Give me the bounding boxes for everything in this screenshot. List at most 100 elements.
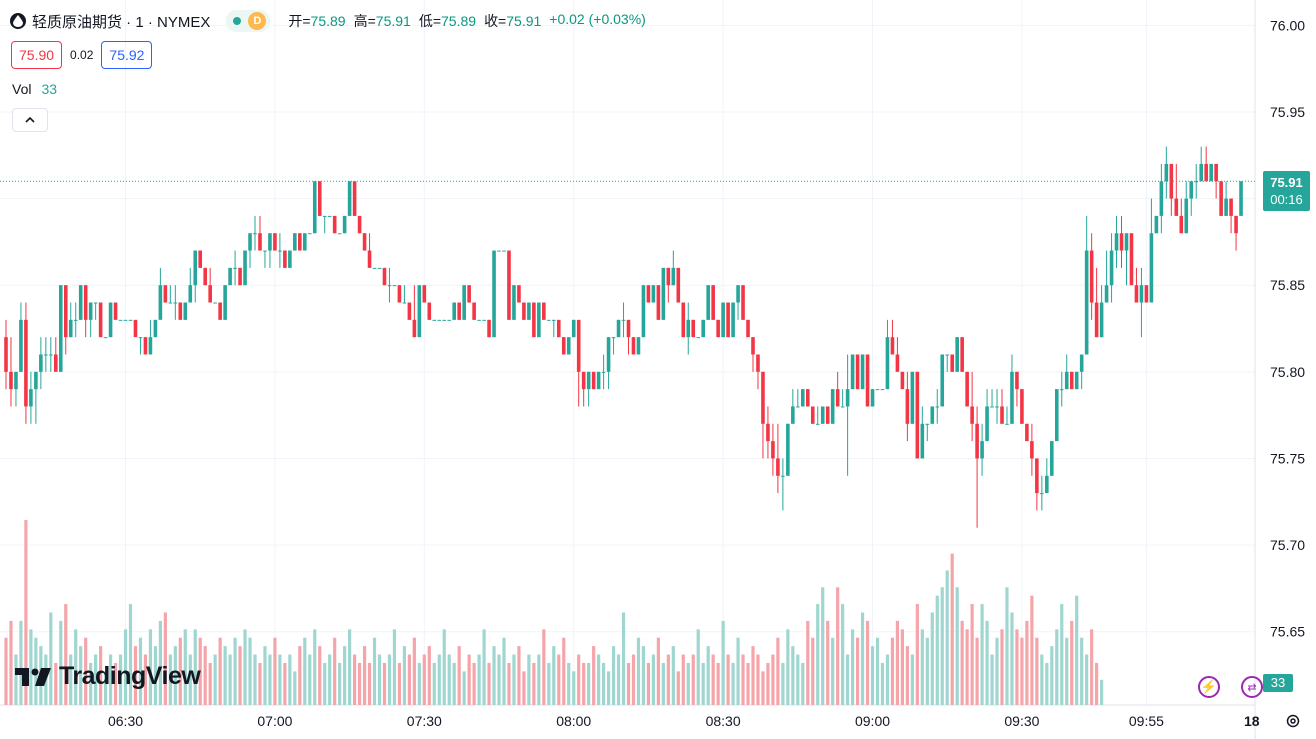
candle-body [870,389,875,407]
candle-body [671,267,676,286]
candle-body [467,285,471,303]
gear-icon[interactable] [1285,713,1301,729]
status-badges[interactable]: D [226,10,271,32]
tradingview-logo[interactable]: TradingView [15,662,201,691]
candle-body [611,337,616,339]
candle-body [113,302,118,320]
volume-bar [865,620,870,705]
volume-bar [731,662,735,705]
candle-body [616,319,621,338]
candle-body [1154,215,1159,234]
candle-body [382,267,387,286]
candle-body [213,302,217,304]
volume-bar [537,654,541,705]
candle-body [880,389,885,391]
candle-body [925,423,930,425]
candle-body [945,354,950,356]
candle-body [1069,371,1074,390]
candle-body [596,371,601,390]
candle-body [771,441,775,459]
delayed-badge[interactable]: D [248,12,267,30]
volume-bar [1075,595,1079,705]
volume-bar [1045,662,1049,705]
buy-button[interactable]: 75.92 [101,41,153,69]
ohlc-close: 收=75.91 [484,13,542,29]
candle-body [258,233,262,251]
volume-bar [661,662,665,705]
candle-body [1139,285,1144,303]
volume-legend[interactable]: Vol 33 [12,81,57,97]
candle-body [731,302,735,338]
volume-bar [631,654,636,705]
volume-bar [771,654,775,705]
candle-body [990,406,994,408]
candle-body [711,285,715,320]
volume-bar [303,637,307,705]
x-tick-label: 09:30 [1004,713,1039,729]
candle-body [751,337,755,355]
volume-bar [621,612,626,705]
volume-bar [1060,604,1064,705]
volume-bar [472,662,476,705]
candle-body [1224,198,1228,216]
volume-bar [492,646,496,705]
volume-bar [64,604,68,705]
ohlc-low: 低=75.89 [418,13,477,29]
volume-bar [851,629,855,705]
candle-body [218,302,222,320]
candle-body [1184,198,1189,234]
candle-body [133,319,138,338]
symbol-title[interactable]: 轻质原油期货 · 1 · NYMEX [32,13,211,31]
volume-bar [711,654,715,705]
candle-body [462,285,466,320]
volume-bar [1080,637,1084,705]
volume-bar [681,654,685,705]
candle-body [198,250,203,268]
volume-bar [895,620,900,705]
volume-bar [532,662,536,705]
volume-bar [437,654,441,705]
sell-button[interactable]: 75.90 [11,41,63,69]
y-tick-label: 75.70 [1270,537,1305,553]
candle-body [830,389,835,424]
candle-body [98,302,103,338]
candle-body [283,250,287,268]
lightning-icon[interactable]: ⚡ [1198,676,1220,698]
y-tick-label: 75.95 [1270,104,1305,120]
volume-bar [84,637,88,705]
candle-body [477,319,481,321]
candle-body [646,285,651,303]
volume-bar [233,637,237,705]
volume-bar [925,637,929,705]
volume-bar [507,662,511,705]
y-tick-label: 75.75 [1270,450,1305,466]
volume-bar [462,671,466,705]
candle-body [278,250,282,252]
candle-body [706,285,710,320]
volume-bar [59,620,63,705]
volume-bar [930,612,934,705]
timezone-label[interactable]: 18 [1244,713,1260,729]
volume-bar [208,662,212,705]
collapse-legend-button[interactable] [12,108,48,132]
volume-bar [756,654,760,705]
candle-body [123,319,128,321]
candle-body [1149,233,1154,303]
y-tick-label: 76.00 [1270,17,1305,33]
candle-body [1114,233,1119,251]
volume-bar [104,671,108,705]
volume-bar [796,654,800,705]
volume-bar [811,637,815,705]
replay-icon[interactable]: ⇄ [1241,676,1263,698]
candle-body [402,302,407,304]
candle-body [1214,163,1218,182]
volume-bar [751,646,755,705]
candle-body [741,285,745,320]
volume-bar [69,654,73,705]
volume-bar [168,654,172,705]
candle-body [586,371,591,390]
candle-body [1084,250,1089,355]
candle-body [786,423,790,476]
candle-body [103,337,108,339]
